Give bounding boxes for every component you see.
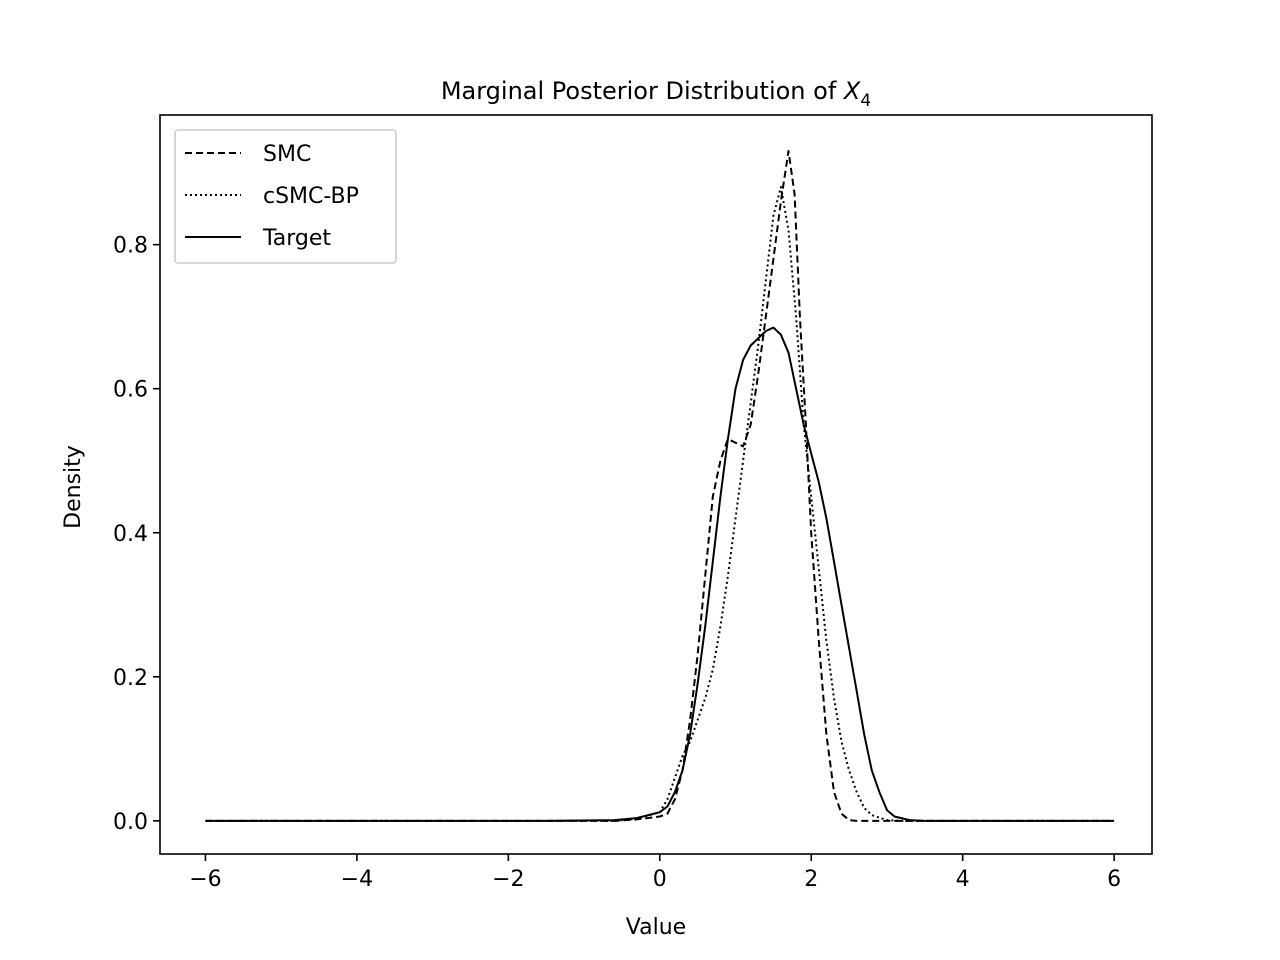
y-tick-label: 0.0 [113,810,148,835]
y-axis-ticks: 0.0 0.2 0.4 0.6 0.8 [113,234,160,835]
legend-label: Target [262,226,331,251]
y-tick-label: 0.2 [113,666,148,691]
chart-title-symbol: X [842,77,861,105]
x-tick-label: 0 [653,867,667,892]
legend-label: SMC [263,142,311,167]
x-axis-ticks: −6 −4 −2 0 2 4 6 [189,854,1121,892]
series-line-smc [205,150,1115,822]
y-tick-label: 0.8 [113,234,148,259]
x-tick-label: −2 [492,867,524,892]
x-tick-label: 2 [804,867,818,892]
y-tick-label: 0.4 [113,522,148,547]
x-tick-label: 6 [1107,867,1121,892]
legend-label: cSMC-BP [263,184,359,209]
series-line-target [205,326,1115,822]
x-tick-label: −4 [341,867,373,892]
legend-box [174,129,397,264]
x-tick-label: 4 [956,867,970,892]
axes-frame [159,114,1153,855]
chart-title-subscript: 4 [860,91,871,111]
y-tick-label: 0.6 [113,378,148,403]
chart-title: Marginal Posterior Distribution of X4 [441,77,871,111]
legend: SMC cSMC-BP Target [174,129,397,264]
chart-title-text: Marginal Posterior Distribution of [441,77,844,105]
plot-area [205,150,1115,822]
x-axis-label: Value [626,915,686,940]
x-tick-label: −6 [189,867,221,892]
y-axis-label: Density [61,445,86,529]
